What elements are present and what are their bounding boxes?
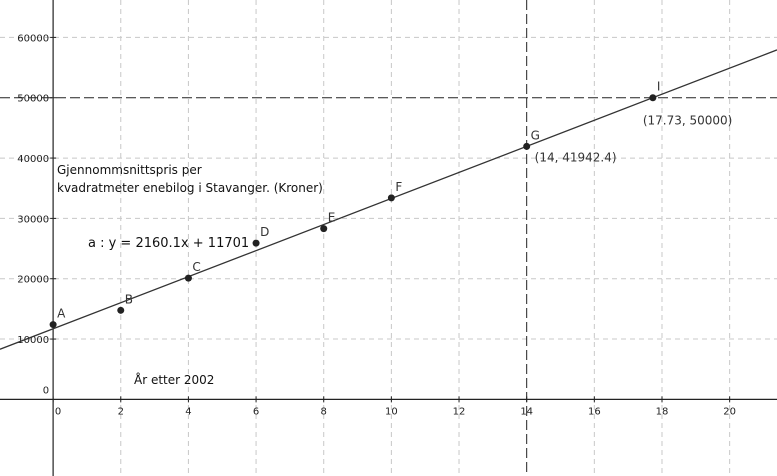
point-label-I: I	[657, 80, 661, 94]
y-tick-label: 10000	[17, 335, 49, 346]
point-F	[387, 194, 395, 202]
point-label-A: A	[57, 307, 66, 321]
x-tick-label: 0	[55, 406, 61, 417]
y-tick-label: 30000	[17, 214, 49, 225]
point-label-E: E	[328, 211, 336, 225]
point-label-F: F	[395, 180, 402, 194]
x-tick-label: 8	[321, 406, 327, 417]
point-A	[49, 321, 57, 329]
x-tick-label: 12	[453, 406, 466, 417]
x-tick-label: 20	[723, 406, 736, 417]
point-label-B: B	[125, 292, 133, 306]
y-tick-label: 50000	[17, 94, 49, 105]
y-tick-label: 20000	[17, 275, 49, 286]
x-tick-label: 6	[253, 406, 259, 417]
y-tick-label: 40000	[17, 154, 49, 165]
data-points: A B C D E F G (14, 41942.4) I (17.73, 50000)	[49, 80, 733, 329]
x-tick-label: 18	[656, 406, 669, 417]
y-tick-label: 60000	[17, 33, 49, 44]
point-G	[523, 142, 531, 150]
point-label-G: G	[531, 128, 540, 142]
title-line-1: Gjennommsnittspris per	[57, 163, 202, 177]
point-label-D: D	[260, 225, 269, 239]
point-I	[649, 94, 657, 102]
x-tick-label: 2	[118, 406, 124, 417]
point-C	[184, 274, 192, 282]
x-tick-label: 4	[185, 406, 191, 417]
x-tick-label: 16	[588, 406, 601, 417]
coordinate-label-I: (17.73, 50000)	[643, 114, 733, 128]
title-line-2: kvadratmeter enebilog i Stavanger. (Kron…	[57, 181, 323, 195]
point-B	[117, 306, 125, 314]
x-tick-label: 10	[385, 406, 398, 417]
point-D	[252, 239, 260, 247]
x-tick-label: 14	[520, 406, 533, 417]
regression-equation: a : y = 2160.1x + 11701	[88, 236, 249, 251]
point-E	[320, 225, 328, 233]
x-axis-label: År etter 2002	[134, 372, 214, 387]
coordinate-label-G: (14, 41942.4)	[535, 150, 617, 164]
point-label-C: C	[192, 260, 200, 274]
y-tick-label: 0	[43, 385, 49, 396]
